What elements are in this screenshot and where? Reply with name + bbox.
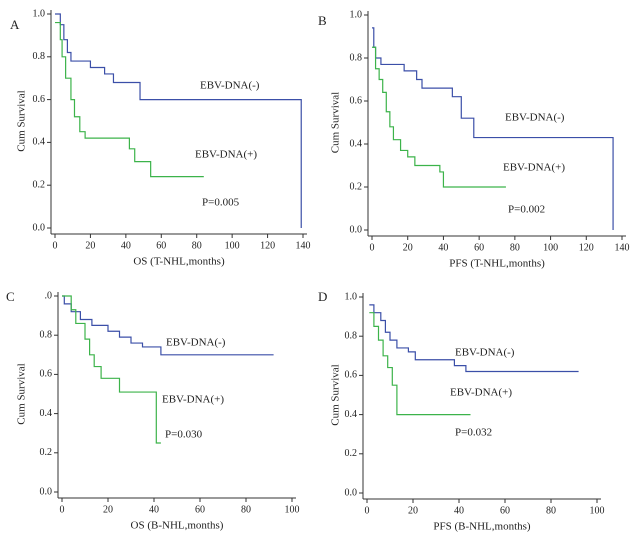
x-tick-label: 60 [474,242,484,253]
y-tick-label: 0.4 [350,138,363,149]
series-label: EBV-DNA(+) [503,162,565,174]
x-tick-label: 80 [546,505,556,516]
y-tick-label: 0.6 [345,370,358,381]
y-tick-label: 0.2 [350,181,363,192]
x-tick-label: 80 [192,240,202,251]
survival-curve [62,295,161,444]
y-tick-label: 0.4 [33,137,46,148]
y-tick-label: 0.8 [33,51,46,62]
x-tick-label: 120 [579,242,594,253]
x-tick-label: 0 [53,240,58,251]
x-tick-label: 140 [296,240,311,251]
y-tick-label: 0.0 [33,222,46,233]
y-tick-label: 0.8 [40,329,53,340]
x-axis-label: OS (B-NHL,months) [131,520,224,532]
survival-curve [55,13,302,228]
y-tick-label: 1.0 [345,291,358,302]
series-label: EBV-DNA(+) [195,149,257,161]
x-tick-label: 60 [156,240,166,251]
x-tick-label: 140 [615,242,630,253]
y-tick-label: 0.0 [350,224,363,235]
survival-curve [372,46,506,188]
survival-curve [369,312,471,416]
x-tick-label: 100 [543,242,558,253]
y-tick-label: 0.6 [40,369,53,380]
x-tick-label: 60 [500,505,510,516]
x-axis-label: PFS (T-NHL,months) [449,258,545,270]
survival-curve [372,27,614,230]
series-label: EBV-DNA(+) [162,394,224,406]
series-label: EBV-DNA(-) [455,347,515,359]
x-tick-label: 40 [438,242,448,253]
y-tick-label: 0.0 [345,487,358,498]
p-value: P=0.032 [455,427,492,439]
y-tick-label: 0.6 [350,95,363,106]
x-tick-label: 40 [121,240,131,251]
p-value: P=0.030 [165,429,203,441]
y-tick-label: 0.6 [33,94,46,105]
x-tick-label: 60 [195,504,205,515]
series-label: EBV-DNA(-) [166,337,226,349]
y-tick-label: .0 [45,290,53,301]
y-tick-label: 1.0 [33,8,46,19]
y-tick-label: 0.2 [345,448,358,459]
x-axis-label: PFS (B-NHL,months) [433,521,531,533]
y-axis-label: Cum Survival [16,363,28,424]
x-tick-label: 100 [285,504,300,515]
p-value: P=0.002 [508,204,545,216]
panel-letter: D [318,289,327,304]
x-axis-label: OS (T-NHL,months) [133,256,225,268]
y-tick-label: 1.0 [350,9,363,20]
series-label: EBV-DNA(-) [200,80,260,92]
x-tick-label: 20 [103,504,113,515]
x-tick-label: 0 [370,242,375,253]
panel-letter: B [318,13,327,28]
y-tick-label: 0.8 [345,330,358,341]
x-tick-label: 0 [60,504,65,515]
x-tick-label: 20 [403,242,413,253]
x-tick-label: 40 [454,505,464,516]
y-tick-label: 0.2 [40,447,53,458]
y-tick-label: 0.8 [350,52,363,63]
x-tick-label: 100 [225,240,240,251]
y-axis-label: Cum Survival [330,92,342,153]
survival-curve [55,21,204,178]
x-tick-label: 80 [241,504,251,515]
y-tick-label: 0.0 [40,486,53,497]
x-tick-label: 20 [85,240,95,251]
y-axis-label: Cum Survival [330,364,342,425]
y-tick-label: 0.2 [33,179,46,190]
survival-curve [369,304,579,373]
x-tick-label: 80 [510,242,520,253]
x-tick-label: 40 [149,504,159,515]
y-tick-label: 0.4 [345,409,358,420]
series-label: EBV-DNA(+) [450,387,512,399]
x-tick-label: 120 [260,240,275,251]
y-axis-label: Cum Survival [16,90,28,151]
x-tick-label: 20 [408,505,418,516]
p-value: P=0.005 [202,197,240,209]
panel-letter: A [10,17,20,32]
x-tick-label: 100 [590,505,605,516]
y-tick-label: 0.4 [40,408,53,419]
panel-letter: C [6,289,15,304]
series-label: EBV-DNA(-) [505,112,565,124]
x-tick-label: 0 [365,505,370,516]
